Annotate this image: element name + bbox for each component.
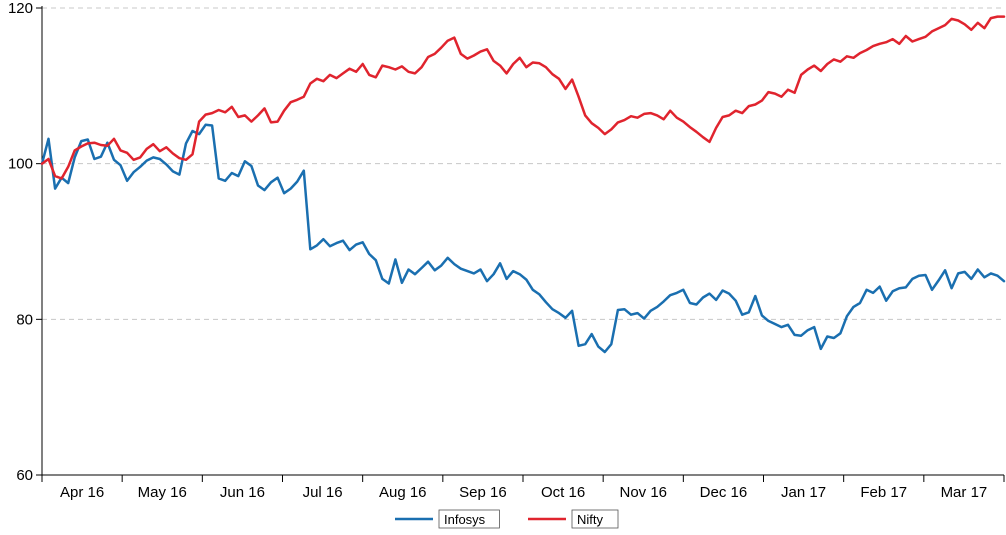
x-tick-label: Nov 16 — [619, 484, 667, 501]
x-tick-label: Oct 16 — [541, 484, 585, 501]
series-line-infosys — [40, 123, 1006, 354]
x-tick-label: May 16 — [138, 484, 187, 501]
x-tick-label: Feb 17 — [860, 484, 907, 501]
legend-label-nifty: Nifty — [577, 512, 604, 527]
legend-label-box — [438, 509, 500, 529]
series-lines — [40, 15, 1006, 354]
x-tick-label: Jul 16 — [303, 484, 343, 501]
legend: Infosys Nifty — [395, 509, 619, 529]
x-tick-label: Aug 16 — [379, 484, 427, 501]
y-tick-label: 60 — [16, 467, 33, 484]
y-tick-label: 100 — [8, 156, 33, 173]
x-tick-label: Dec 16 — [700, 484, 748, 501]
gridlines — [42, 7, 1004, 320]
y-tick-label: 80 — [16, 311, 33, 328]
x-tick-label: Jun 16 — [220, 484, 265, 501]
x-tick-label: Mar 17 — [941, 484, 988, 501]
x-tick-label: Sep 16 — [459, 484, 507, 501]
series-line-nifty — [40, 15, 1006, 180]
x-tick-label: Jan 17 — [781, 484, 826, 501]
legend-label-infosys: Infosys — [444, 512, 486, 527]
y-tick-label: 120 — [8, 0, 33, 17]
axes: 60 80 100 120 Apr 16 May 16 Jun 16 Jul 16 Aug 16… — [8, 0, 1005, 501]
x-tick-label: Apr 16 — [60, 484, 104, 501]
legend-label-box — [571, 509, 619, 529]
